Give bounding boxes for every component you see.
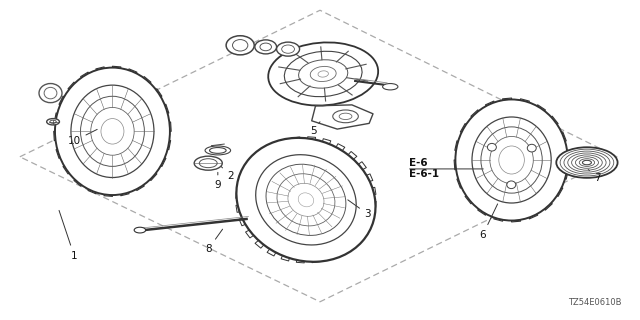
Ellipse shape [268, 43, 378, 106]
Text: E-6-1: E-6-1 [410, 169, 440, 179]
Text: 3: 3 [348, 200, 371, 219]
Ellipse shape [556, 147, 618, 178]
Text: 7: 7 [588, 170, 601, 182]
Text: 2: 2 [213, 159, 234, 181]
Ellipse shape [39, 84, 62, 103]
Ellipse shape [276, 42, 300, 56]
Ellipse shape [255, 40, 276, 54]
Ellipse shape [527, 144, 536, 152]
Ellipse shape [226, 36, 254, 55]
Text: 8: 8 [205, 229, 223, 254]
Ellipse shape [55, 68, 170, 195]
Ellipse shape [507, 181, 516, 188]
Text: 6: 6 [479, 204, 498, 240]
Text: 10: 10 [68, 129, 97, 146]
Ellipse shape [582, 160, 591, 165]
Ellipse shape [236, 138, 376, 262]
Ellipse shape [488, 143, 497, 151]
Text: 1: 1 [59, 211, 77, 260]
Ellipse shape [134, 227, 146, 233]
Ellipse shape [205, 146, 230, 155]
Ellipse shape [47, 119, 60, 125]
Text: TZ54E0610B: TZ54E0610B [568, 298, 621, 307]
Ellipse shape [333, 110, 358, 123]
Text: 9: 9 [214, 172, 221, 190]
Text: 5: 5 [310, 122, 320, 136]
Ellipse shape [456, 100, 568, 220]
Ellipse shape [383, 84, 398, 90]
Text: E-6: E-6 [410, 158, 428, 168]
Ellipse shape [194, 156, 222, 170]
